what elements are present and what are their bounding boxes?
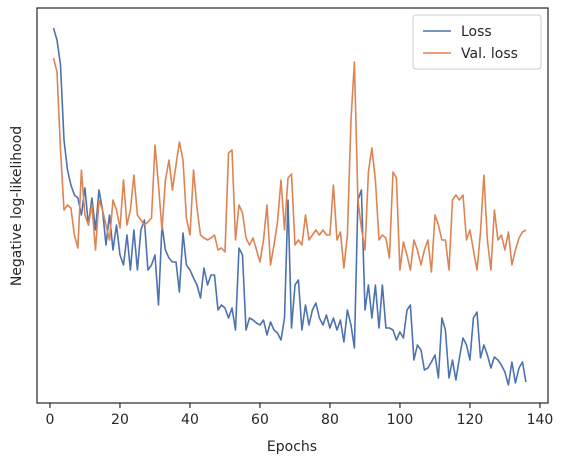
x-tick-label: 120 (457, 412, 484, 428)
x-tick-label: 140 (527, 412, 554, 428)
x-tick-label: 40 (181, 412, 199, 428)
line-series (52, 27, 527, 386)
y-axis-label: Negative log-likelihood (9, 126, 25, 286)
x-tick-label: 20 (111, 412, 129, 428)
legend-box (412, 14, 542, 70)
legend-label: Loss (461, 24, 492, 40)
line-series (52, 57, 527, 273)
x-axis-label: Epochs (267, 439, 317, 455)
legend-label: Val. loss (461, 46, 518, 62)
x-tick-label: 60 (251, 412, 269, 428)
x-tick-label: 0 (45, 412, 54, 428)
x-tick-label: 80 (321, 412, 339, 428)
plot-frame (36, 7, 549, 404)
x-tick-label: 100 (387, 412, 414, 428)
